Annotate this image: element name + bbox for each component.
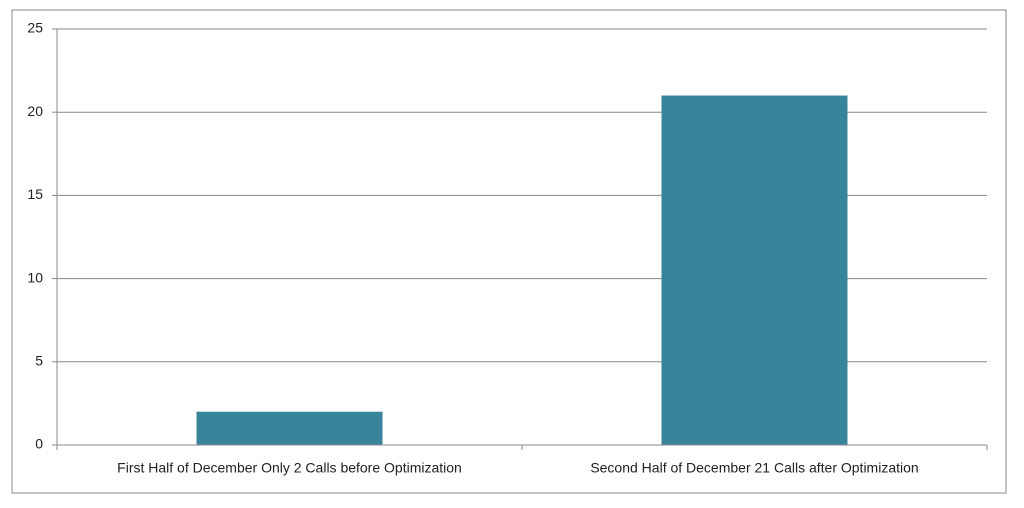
- bar: [196, 411, 383, 445]
- y-tick-label: 15: [27, 186, 43, 202]
- x-tick-label: First Half of December Only 2 Calls befo…: [117, 460, 462, 476]
- x-tick-label: Second Half of December 21 Calls after O…: [590, 460, 918, 476]
- y-tick-label: 0: [35, 436, 43, 452]
- y-tick-label: 5: [35, 353, 43, 369]
- chart-border: [11, 9, 1007, 494]
- y-tick-label: 25: [27, 20, 43, 36]
- y-tick-label: 20: [27, 103, 43, 119]
- y-tick-label: 10: [27, 269, 43, 285]
- bar: [661, 95, 848, 445]
